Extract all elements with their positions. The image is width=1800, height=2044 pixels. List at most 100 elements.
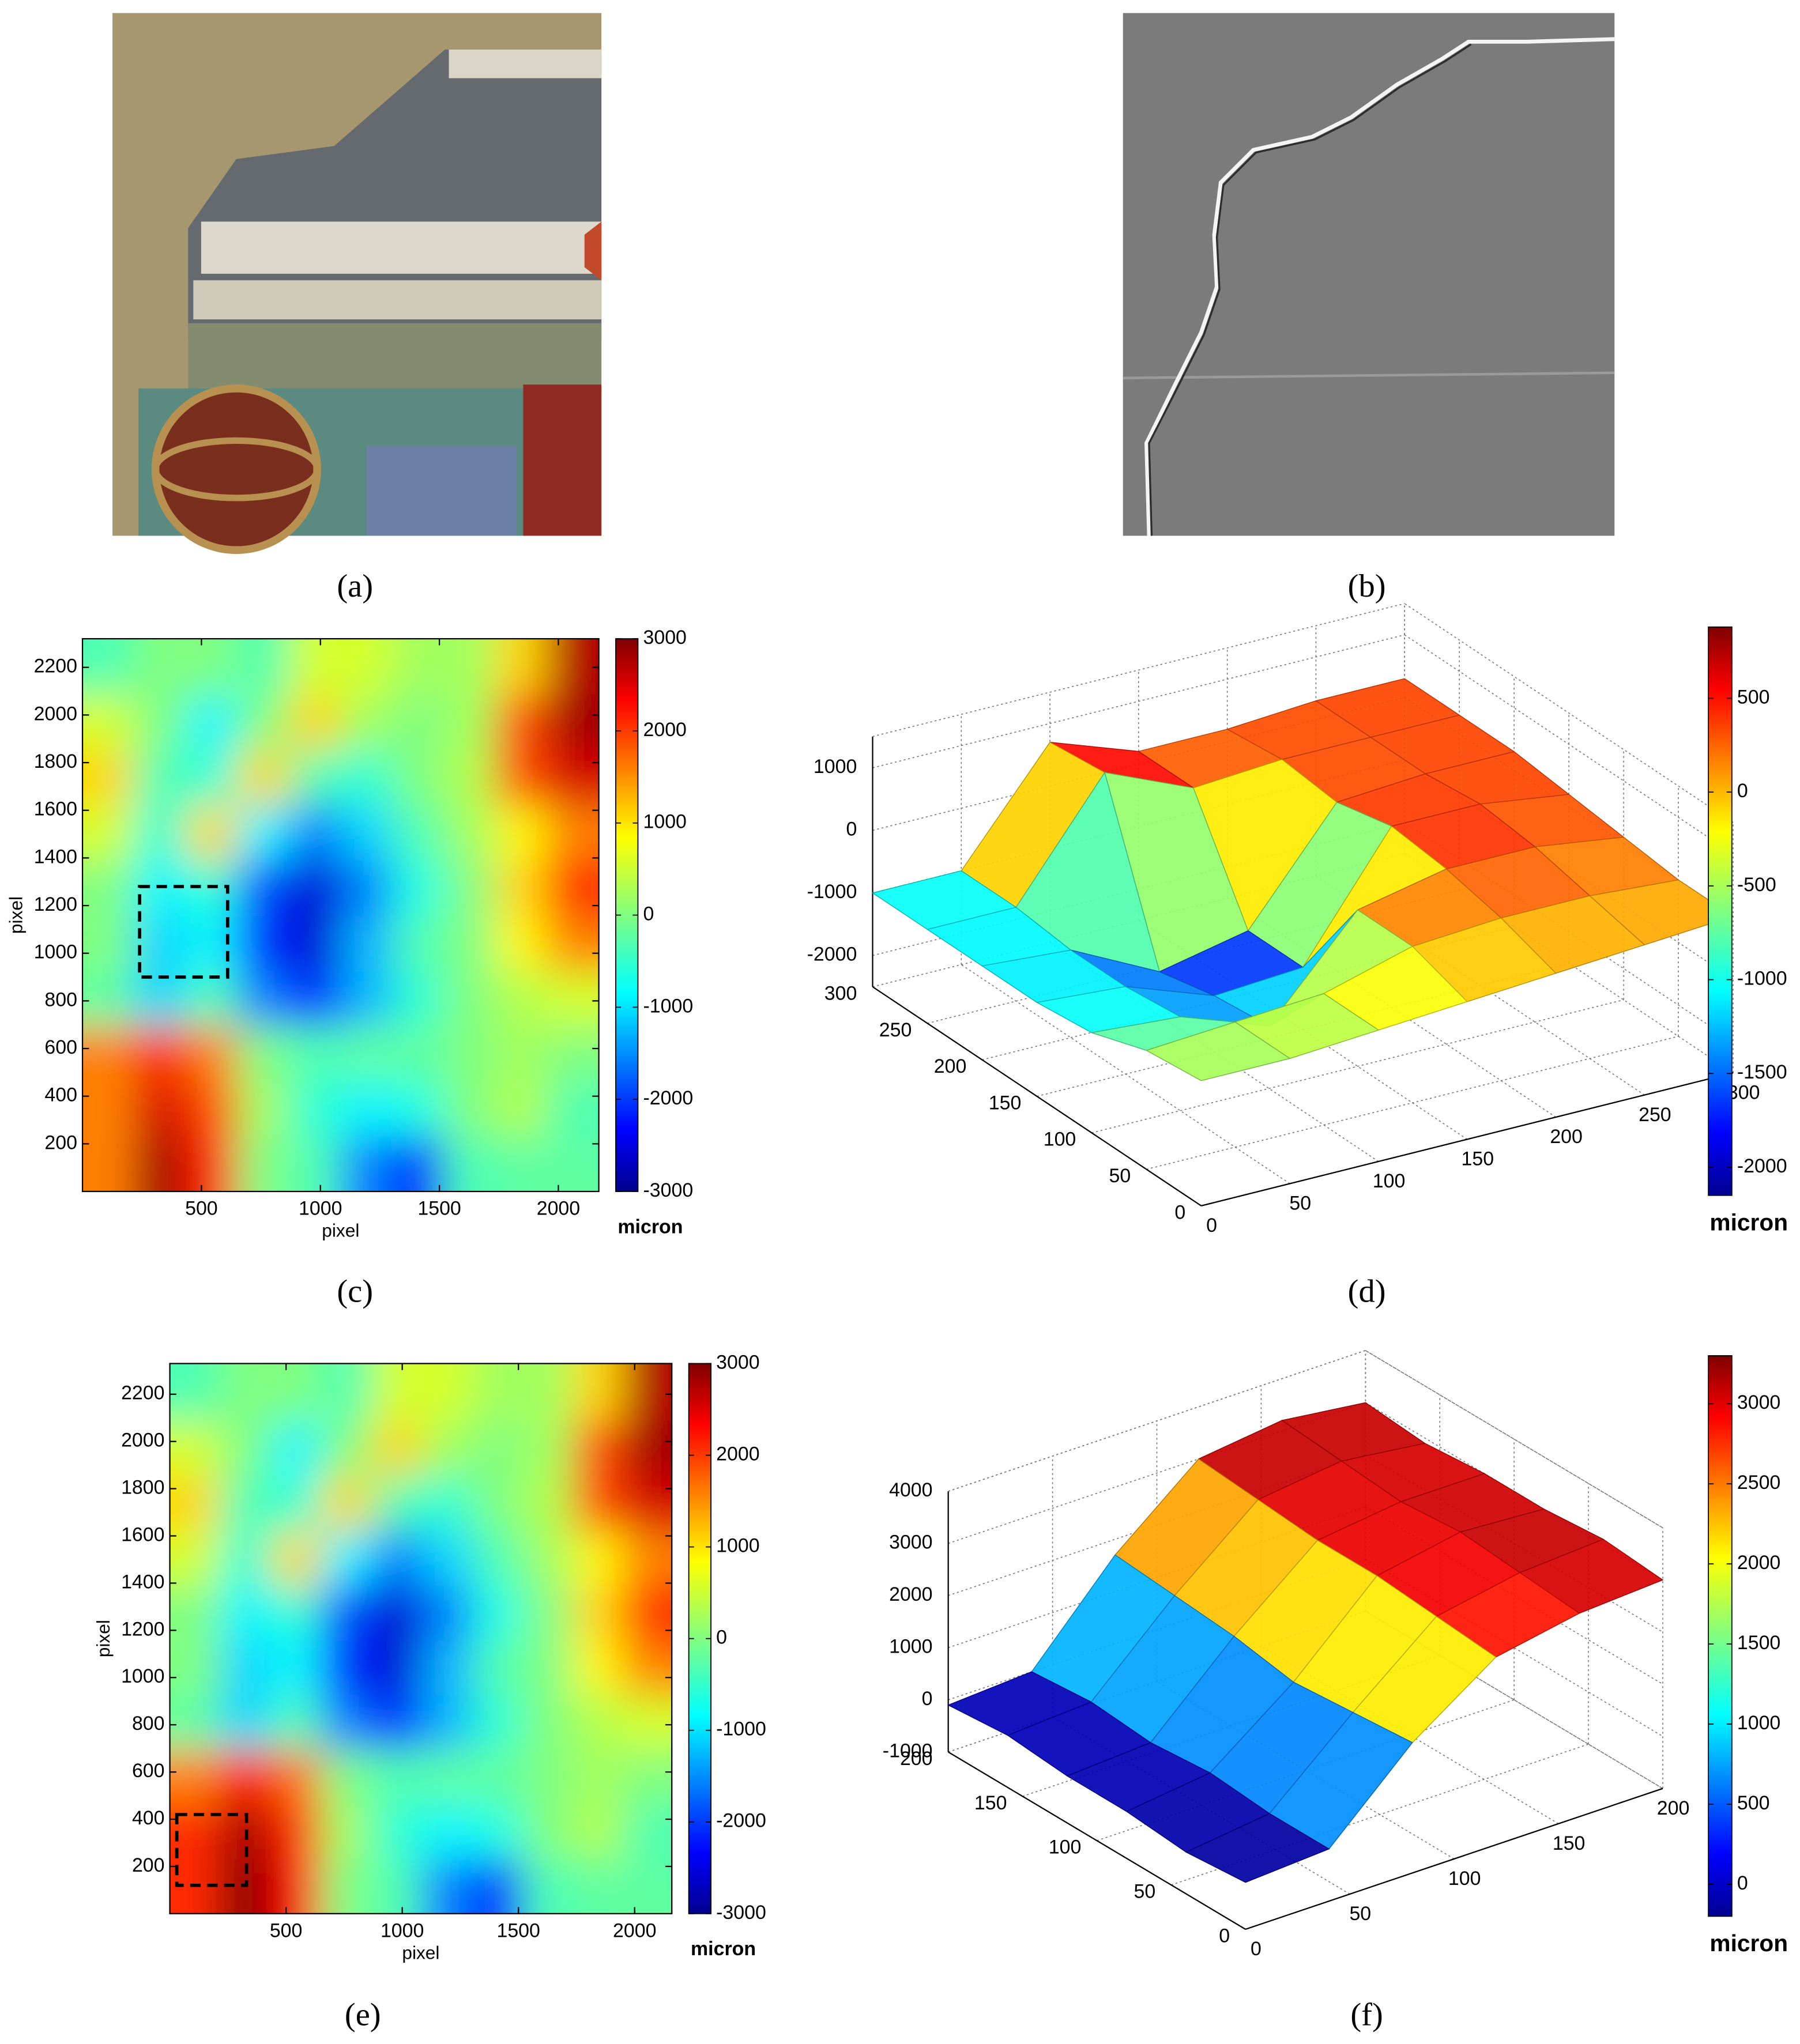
heat-cell <box>443 694 496 751</box>
heat-cell <box>134 1025 187 1082</box>
heat-cell <box>472 1363 524 1421</box>
heat-cell <box>495 1025 548 1082</box>
heat-cell <box>623 1639 672 1695</box>
heat-cell <box>270 1363 322 1421</box>
heat-cell <box>495 915 548 971</box>
heat-cell <box>371 1475 423 1531</box>
heat-cell <box>522 1858 574 1914</box>
heat-cell <box>170 1639 221 1695</box>
heat-cell <box>392 749 445 805</box>
heat-cell <box>321 1749 372 1805</box>
x-tick-label: 300 <box>1727 1081 1760 1103</box>
heat-cell <box>522 1475 574 1531</box>
x-tick-label: 1000 <box>299 1198 342 1220</box>
surface-patch <box>1185 1813 1330 1883</box>
x-tick-label: 500 <box>270 1919 303 1941</box>
y-tick-label: 200 <box>132 1854 165 1876</box>
heat-cell <box>185 639 238 695</box>
axes-box <box>169 1363 673 1914</box>
heat-cell <box>547 639 599 695</box>
heat-cell <box>623 1749 672 1805</box>
y-tick-label: 50 <box>1109 1165 1131 1187</box>
grid-line <box>1365 1350 1663 1529</box>
heat-cell <box>185 804 238 861</box>
heat-cell <box>547 1081 599 1137</box>
x-axis <box>1201 1072 1734 1206</box>
heat-cell <box>237 859 290 916</box>
grid-line <box>1091 999 1624 1133</box>
colorbar-tick-label: 1500 <box>1737 1632 1780 1654</box>
heat-cell <box>82 1025 135 1082</box>
heat-cell <box>495 859 548 916</box>
colorbar-tick-label: -1500 <box>1737 1061 1787 1083</box>
heat-cell <box>623 1363 672 1421</box>
y-tick-label: 600 <box>132 1760 165 1782</box>
colorbar-tick-label: 0 <box>1737 780 1748 802</box>
grid-line <box>1365 1559 1663 1737</box>
heat-cell <box>340 915 393 971</box>
y-tick-label: 100 <box>1049 1836 1082 1858</box>
heat-cell <box>340 639 393 695</box>
x-tick-label: 150 <box>1462 1148 1494 1170</box>
heat-cell <box>134 694 187 751</box>
y-tick-label: 2000 <box>34 703 77 725</box>
heat-cell <box>289 970 341 1027</box>
heat-cell <box>270 1749 322 1805</box>
panel-label: (e) <box>345 1997 381 2033</box>
heat-cell <box>573 1585 624 1641</box>
heat-cell <box>340 1136 393 1191</box>
heat-cell <box>340 749 393 805</box>
heat-cell <box>237 749 290 805</box>
heat-cell <box>522 1363 574 1421</box>
grid-line <box>1365 1506 1663 1685</box>
heat-cell <box>170 1694 221 1750</box>
heat-cell <box>421 1475 473 1531</box>
heat-cell <box>522 1530 574 1586</box>
colorbar-tick-label: 3000 <box>716 1351 759 1373</box>
heat-cell <box>495 1136 548 1191</box>
heat-cell <box>220 1694 272 1750</box>
heat-cell <box>573 1363 624 1421</box>
heat-cell <box>170 1749 221 1805</box>
y-tick-label: 1600 <box>34 798 77 820</box>
y-tick-label: 400 <box>132 1807 165 1829</box>
colorbar-tick-label: 500 <box>1737 1792 1770 1814</box>
heat-cell <box>82 694 135 751</box>
grid-line <box>1365 1611 1663 1789</box>
heat-cell <box>573 1694 624 1750</box>
colorbar-tick-label: -500 <box>1737 874 1776 896</box>
heat-cell <box>573 1530 624 1586</box>
heat-cell <box>421 1694 473 1750</box>
heat-cell <box>392 1136 445 1191</box>
heat-cell <box>421 1530 473 1586</box>
panel-label: (a) <box>337 568 373 604</box>
heat-cell <box>573 1475 624 1531</box>
heat-cell <box>237 639 290 695</box>
heat-cell <box>289 1136 341 1191</box>
heat-cell <box>623 1585 672 1641</box>
heat-cell <box>443 1081 496 1137</box>
heat-cell <box>495 804 548 861</box>
x-tick-label: 100 <box>1373 1170 1406 1192</box>
heat-cell <box>472 1420 524 1476</box>
heat-cell <box>522 1694 574 1750</box>
grid-line <box>872 634 1405 768</box>
heat-cell <box>472 1639 524 1695</box>
heat-cell <box>340 1081 393 1137</box>
heatmap-cells <box>82 639 599 1191</box>
relief-image <box>1123 13 1615 536</box>
grid-line <box>1404 634 1734 854</box>
heat-cell <box>522 1639 574 1695</box>
heat-cell <box>443 970 496 1027</box>
heat-cell <box>547 1136 599 1191</box>
heat-cell <box>522 1420 574 1476</box>
x-tick-label: 150 <box>1553 1832 1586 1854</box>
heat-cell <box>547 1025 599 1082</box>
heat-cell <box>270 1858 322 1914</box>
heat-cell <box>421 1363 473 1421</box>
heat-cell <box>237 694 290 751</box>
y-tick-label: 1000 <box>121 1665 164 1687</box>
colorbar-tick-label: 500 <box>1737 686 1770 708</box>
colorbar-label: micron <box>617 1216 683 1238</box>
colorbar-tick-label: 0 <box>1737 1872 1748 1894</box>
